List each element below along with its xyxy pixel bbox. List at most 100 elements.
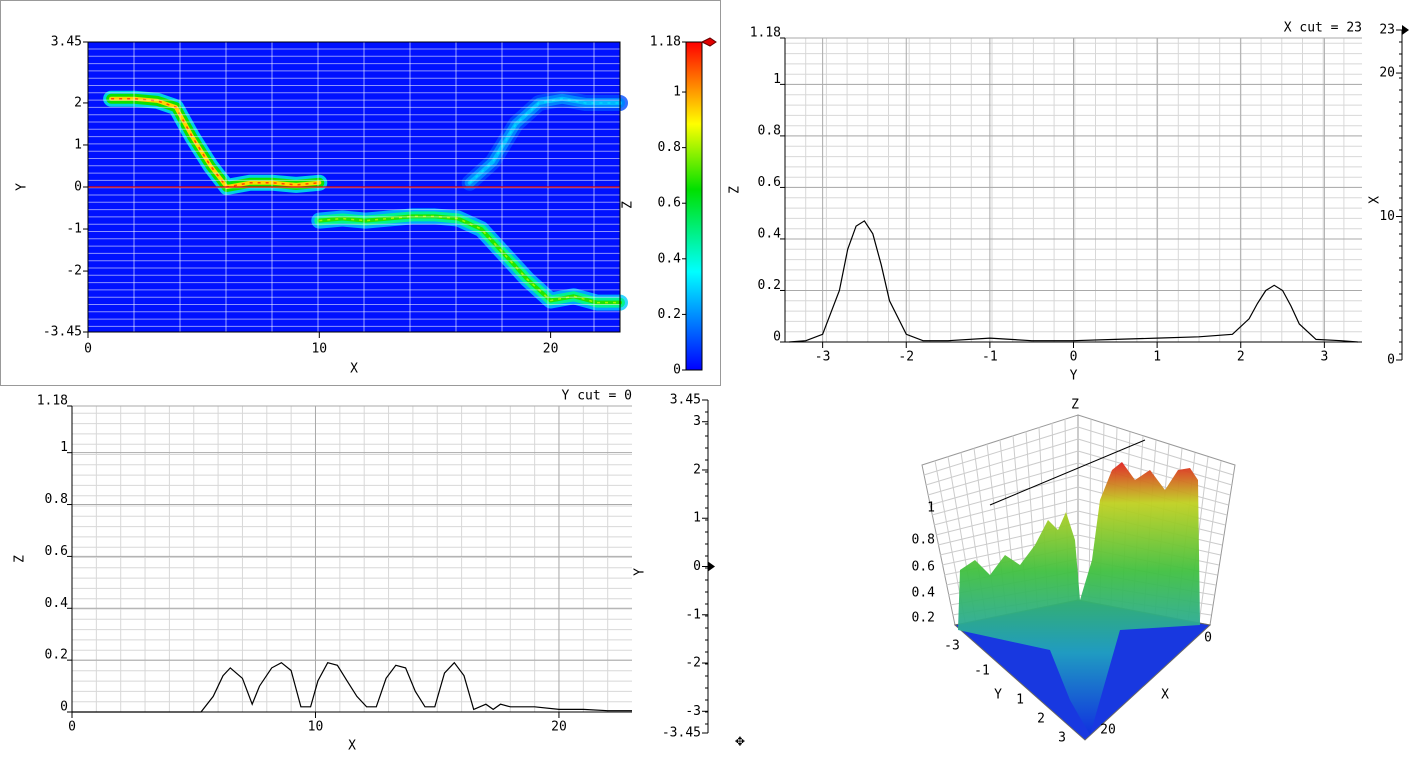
ridge-peak [319,215,620,304]
wall-grid [925,438,1079,486]
ridge-peak [469,97,620,184]
x-tick-label: 0 [1070,350,1078,365]
x-tick-label: 20 [1100,723,1116,738]
wall-grid [1077,438,1232,486]
colorbar-tick-label: 1 [673,85,681,100]
z-axis-label: Z [1071,398,1079,413]
y-tick-label: 0.2 [758,278,781,293]
y-tick-label: 3.45 [51,35,82,50]
wall-grid [931,474,1079,516]
y-tick-label: 0.8 [758,123,781,138]
wall-grid [927,450,1079,496]
slider-tick-label: 2 [693,462,701,477]
x-axis-label: X [350,362,358,377]
y-tick-label: -2 [66,264,82,279]
x-tick-label: 1 [1153,350,1161,365]
colorbar-tick-label: 1.18 [650,35,681,50]
x-tick-label: 20 [543,342,559,357]
surface-body [958,462,1200,735]
y-tick-label: -1 [974,664,990,679]
slider-tick-label: 10 [1379,209,1395,224]
wall-grid [937,510,1079,546]
y-tick-label: -1 [66,222,82,237]
y-tick-label: 0.4 [758,226,782,241]
slider-tick-label: 20 [1379,66,1395,81]
slider-tick-label: -1 [685,607,701,622]
chart-title: Y cut = 0 [562,389,632,404]
slider-tick-label: 23 [1379,23,1395,38]
y-tick-label: 1 [1016,693,1024,708]
x-tick-label: 2 [1237,350,1245,365]
z-tick-label: 0.8 [912,533,935,548]
slider-tick-label: -3 [685,704,701,719]
y-tick-label: 0 [74,180,82,195]
colorbar-tick-label: 0.6 [658,196,681,211]
y-tick-label: 0.6 [45,544,68,559]
slider-tick-label: -2 [685,656,701,671]
slider-tick-label: 0 [1387,353,1395,368]
colorbar [685,41,703,371]
x-tick-label: -1 [982,350,998,365]
slider-tick-label: -3.45 [662,726,701,741]
slider-handle [708,561,715,572]
x-tick-label: 3 [1320,350,1328,365]
slider-tick-label: 1 [693,511,701,526]
slider-label: X [1368,196,1383,204]
y-axis-label: Z [13,555,28,563]
y-tick-label: 3 [1058,731,1066,746]
y-tick-label: 0.8 [45,492,68,507]
x-axis-label: Y [1070,369,1078,384]
slider-label: Y [633,568,648,576]
x-tick-label: 0 [1204,631,1212,646]
y-tick-label: 0 [773,330,781,345]
x-tick-label: 10 [308,720,324,735]
y-axis-label: Z [728,186,743,194]
profile-line [789,220,1358,343]
y-tick-label: 1 [60,440,68,455]
z-tick-label: 0.4 [912,586,936,601]
colorbar-handle [700,37,717,47]
y-tick-label: 2 [1037,712,1045,727]
z-tick-label: 1 [927,501,935,516]
y-tick-label: 1.18 [37,394,68,409]
x-axis-label: X [1161,688,1169,703]
chart-title: X cut = 23 [1284,21,1362,36]
slider-tick-label: 3 [693,414,701,429]
colorbar-tick-label: 0.2 [658,307,681,322]
y-tick-label: 0.2 [45,648,68,663]
colorbar-label: Z [621,201,636,209]
wall-grid [1077,426,1234,476]
x-tick-label: 20 [551,720,567,735]
move-cursor: ✥ [735,731,745,750]
slider-tick-label: 0 [693,559,701,574]
y-tick-label: 1.18 [750,26,781,41]
y-tick-label: 2 [74,95,82,110]
x-tick-label: 0 [84,342,92,357]
wall-grid [923,426,1079,476]
colorbar-tick-label: 0.4 [658,251,682,266]
y-axis-label: Y [15,183,30,191]
y-tick-label: -3 [944,639,960,654]
y-tick-label: 1 [74,137,82,152]
z-tick-label: 0.2 [912,611,935,626]
y-tick-label: 0 [60,700,68,715]
profile-line [72,661,632,713]
y-tick-label: 1 [773,72,781,87]
wall-grid [929,462,1079,506]
wall-grid [1077,450,1231,496]
y-tick-label: 0.4 [45,596,69,611]
x-tick-label: 0 [68,720,76,735]
y-tick-label: -3.45 [43,325,82,340]
x-tick-label: 10 [311,342,327,357]
y-tick-label: 0.6 [758,175,781,190]
z-tick-label: 0.6 [912,560,935,575]
surface-axis-line [989,439,1146,506]
colorbar-tick-label: 0.8 [658,140,681,155]
wall-grid [933,486,1079,526]
panel-border [0,0,721,386]
slider-tick-label: 3.45 [670,393,701,408]
colorbar-tick-label: 0 [673,363,681,378]
wall-grid [935,498,1079,536]
